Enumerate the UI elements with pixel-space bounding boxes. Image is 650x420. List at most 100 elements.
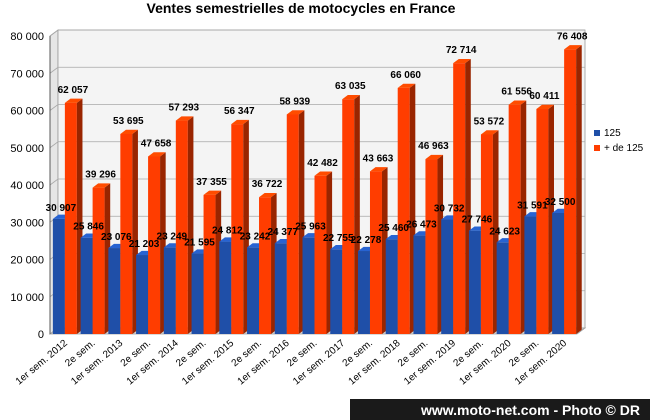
data-label-plus-125: 39 296 <box>85 170 116 181</box>
data-label-plus-125: 53 695 <box>113 116 144 127</box>
data-label-plus-125: 63 035 <box>335 81 366 92</box>
bar-125-face <box>219 241 232 334</box>
bar-plus-125-side <box>576 45 582 334</box>
bar-125-face <box>496 242 509 334</box>
bar-plus-125-top <box>397 83 416 88</box>
bar-125-face <box>441 219 454 334</box>
data-label-125: 26 473 <box>406 219 437 230</box>
data-label-plus-125: 66 060 <box>390 70 421 81</box>
legend-label-plus-125: + de 125 <box>604 143 644 154</box>
data-label-plus-125: 61 556 <box>501 87 532 98</box>
bar-125-face <box>108 248 121 334</box>
bar-plus-125-top <box>564 45 582 50</box>
bar-plus-125 <box>64 98 83 335</box>
data-label-125: 24 623 <box>489 226 520 237</box>
data-label-125: 23 242 <box>240 231 271 242</box>
data-label-125: 30 732 <box>434 204 465 215</box>
bar-plus-125-face <box>92 187 105 334</box>
bar-plus-125-face <box>286 114 299 334</box>
data-label-125: 25 460 <box>378 223 409 234</box>
chart-title: Ventes semestrielles de motocycles en Fr… <box>147 0 456 16</box>
bar-plus-125 <box>564 45 582 335</box>
bar-plus-125-face <box>259 197 272 334</box>
y-tick-label: 10 000 <box>10 292 44 304</box>
bar-plus-125-top <box>175 116 194 121</box>
data-label-plus-125: 56 347 <box>224 106 255 117</box>
x-tick-label: 1er sem. 2012 <box>14 338 70 388</box>
bar-125-face <box>385 239 398 334</box>
data-label-125: 21 203 <box>129 239 160 250</box>
bar-plus-125-top <box>120 129 138 134</box>
bar-plus-125-face <box>231 124 244 334</box>
bar-125-face <box>52 218 65 334</box>
data-label-plus-125: 76 408 <box>557 31 588 42</box>
gridline <box>49 66 585 74</box>
data-label-plus-125: 58 939 <box>279 96 310 107</box>
y-tick-label: 30 000 <box>10 217 44 229</box>
data-label-plus-125: 72 714 <box>446 45 477 56</box>
bar-plus-125 <box>397 83 416 334</box>
bar-plus-125-top <box>92 183 111 188</box>
data-label-125: 23 076 <box>101 232 132 243</box>
data-label-125: 24 377 <box>267 227 298 238</box>
data-label-plus-125: 62 057 <box>58 85 89 96</box>
data-label-plus-125: 42 482 <box>307 158 338 169</box>
bar-plus-125-top <box>64 98 83 103</box>
bar-plus-125-top <box>425 154 444 160</box>
data-label-125: 25 963 <box>295 221 326 232</box>
bar-plus-125 <box>425 154 444 334</box>
bar-plus-125-face <box>120 133 133 334</box>
y-tick-label: 60 000 <box>10 106 44 118</box>
bar-plus-125 <box>508 100 527 334</box>
bar-125-face <box>191 253 204 334</box>
bar-plus-125-face <box>397 87 410 334</box>
data-label-125: 25 846 <box>73 222 104 233</box>
bar-plus-125-face <box>148 156 161 334</box>
data-label-plus-125: 53 572 <box>474 116 505 127</box>
bar-plus-125-face <box>342 99 355 334</box>
bar-plus-125 <box>203 190 222 334</box>
data-label-125: 24 812 <box>212 226 243 237</box>
legend-label-125: 125 <box>604 128 621 139</box>
bar-125-face <box>80 237 93 334</box>
bar-plus-125-face <box>564 49 577 335</box>
data-label-125: 22 278 <box>351 235 382 246</box>
bar-plus-125-top <box>148 152 166 157</box>
bar-plus-125-face <box>480 134 493 334</box>
bar-125-face <box>524 216 537 334</box>
legend-swatch-plus-125 <box>594 145 600 151</box>
footer-credit: www.moto-net.com - Photo © DR <box>420 402 640 418</box>
data-label-125: 21 595 <box>184 238 215 249</box>
bar-plus-125-top <box>286 110 305 115</box>
bar-plus-125-top <box>453 58 471 64</box>
data-label-125: 22 755 <box>323 233 354 244</box>
bar-plus-125-top <box>369 167 388 172</box>
data-label-plus-125: 57 293 <box>169 103 200 114</box>
data-label-plus-125: 37 355 <box>196 177 227 188</box>
bar-plus-125-top <box>508 100 527 105</box>
footer-bar <box>350 399 650 420</box>
y-tick-label: 80 000 <box>10 31 44 43</box>
bar-125-face <box>302 237 315 334</box>
data-label-plus-125: 43 663 <box>363 153 394 164</box>
y-tick-label: 20 000 <box>10 255 44 267</box>
data-label-125: 27 746 <box>462 215 493 226</box>
bar-125-face <box>357 251 370 334</box>
bar-125-face <box>163 247 176 334</box>
bar-plus-125-face <box>425 159 438 334</box>
data-label-plus-125: 36 722 <box>252 179 283 190</box>
bar-plus-125-face <box>314 175 327 334</box>
legend: 125 + de 125 <box>594 128 644 154</box>
data-label-125: 31 591 <box>517 200 548 211</box>
bar-plus-125 <box>314 171 333 334</box>
bar-plus-125-face <box>536 108 549 334</box>
bar-plus-125-top <box>231 119 249 125</box>
data-label-plus-125: 60 411 <box>529 91 559 102</box>
legend-swatch-125 <box>594 130 600 136</box>
bar-125-face <box>552 212 565 334</box>
data-label-125: 23 249 <box>157 231 188 242</box>
bar-plus-125-face <box>64 102 77 334</box>
bar-plus-125 <box>480 130 499 334</box>
bar-plus-125-face <box>175 120 188 334</box>
bar-plus-125-top <box>203 190 222 195</box>
